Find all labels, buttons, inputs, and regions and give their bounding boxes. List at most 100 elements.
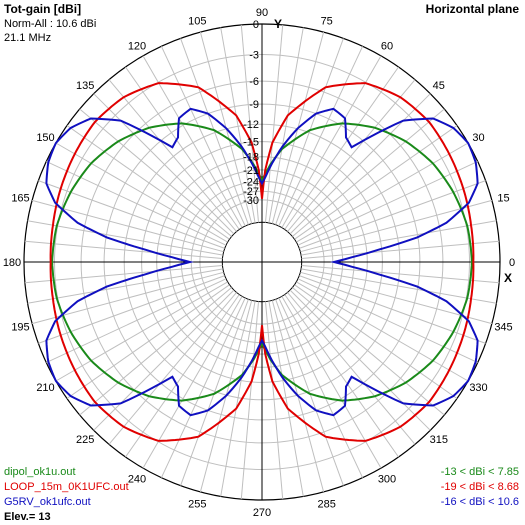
- radial-tick-label: -30: [243, 195, 259, 207]
- trace-g5rv: [45, 107, 479, 417]
- grid-spoke: [296, 281, 469, 382]
- chart-title: Tot-gain [dBi]: [4, 2, 82, 16]
- grid-spoke: [284, 294, 399, 458]
- angle-label-195: 195: [11, 322, 29, 334]
- grid-spoke: [268, 301, 304, 497]
- angle-label-330: 330: [469, 382, 487, 394]
- grid-spoke: [93, 289, 235, 431]
- grid-spoke: [265, 301, 284, 500]
- radial-tick-label: -18: [243, 152, 259, 164]
- legend-name-dipol: dipol_ok1u.out: [4, 466, 76, 478]
- legend-name-g5rv: G5RV_ok1ufc.out: [4, 496, 91, 508]
- grid-spoke: [108, 79, 237, 232]
- grid-spoke: [108, 292, 237, 445]
- grid-spoke: [142, 55, 243, 228]
- trace-dipol: [51, 122, 473, 402]
- radial-tick-label: -3: [249, 50, 259, 62]
- angle-label-240: 240: [128, 474, 146, 486]
- radial-tick-label: 0: [253, 19, 259, 31]
- angle-label-345: 345: [494, 322, 512, 334]
- angle-label-315: 315: [430, 434, 448, 446]
- plane-label: Horizontal plane: [425, 2, 519, 16]
- legend-range-dipol: -13 < dBi < 7.85: [440, 466, 519, 478]
- angle-label-255: 255: [188, 499, 206, 511]
- grid-spoke: [55, 281, 228, 382]
- angle-label-45: 45: [433, 80, 445, 92]
- norm-label: Norm-All : 10.6 dBi: [4, 18, 97, 30]
- angle-label-135: 135: [76, 80, 94, 92]
- grid-spoke: [220, 27, 256, 223]
- angle-label-90: 90: [256, 7, 268, 19]
- radial-tick-label: -27: [243, 186, 259, 198]
- angle-label-180: 180: [3, 257, 21, 269]
- grid-spoke: [265, 24, 284, 223]
- grid-spoke: [297, 278, 478, 364]
- grid-spoke: [160, 297, 246, 478]
- polar-grid: [23, 23, 501, 501]
- angle-label-165: 165: [11, 192, 29, 204]
- grid-spoke: [289, 93, 431, 235]
- grid-spoke: [299, 180, 486, 249]
- grid-spoke: [297, 160, 478, 246]
- grid-spoke: [301, 268, 497, 304]
- grid-spoke: [240, 301, 259, 500]
- grid-spoke: [24, 265, 223, 284]
- angle-label-270: 270: [253, 507, 271, 519]
- grid-spoke: [24, 240, 223, 259]
- angle-label-105: 105: [188, 16, 206, 28]
- radial-tick-label: -15: [243, 137, 259, 149]
- grid-spoke: [301, 265, 500, 284]
- y-axis-letter: Y: [274, 17, 282, 31]
- grid-spoke: [93, 93, 235, 235]
- grid-spoke: [281, 55, 382, 228]
- radial-tick-label: -6: [249, 76, 259, 88]
- radial-tick-label: -24: [243, 176, 259, 188]
- angle-label-225: 225: [76, 434, 94, 446]
- grid-spoke: [300, 199, 493, 253]
- grid-spoke: [79, 108, 232, 237]
- grid-spoke: [299, 275, 486, 344]
- grid-spoke: [27, 220, 223, 256]
- angle-label-30: 30: [472, 132, 484, 144]
- grid-spoke: [55, 142, 228, 243]
- grid-spoke: [278, 46, 364, 227]
- angle-label-15: 15: [497, 192, 509, 204]
- elevation-label: Elev.= 13: [4, 511, 51, 523]
- frequency-label: 21.1 MHz: [4, 32, 52, 44]
- grid-spoke: [300, 271, 493, 325]
- grid-spoke: [220, 301, 256, 497]
- grid-spoke: [142, 296, 243, 469]
- grid-spoke: [287, 79, 416, 232]
- grid-spoke: [289, 289, 431, 431]
- legend-name-loop: LOOP_15m_0K1UFC.out: [4, 481, 129, 493]
- grid-spoke: [125, 294, 240, 458]
- legend-range-loop: -19 < dBi < 8.68: [440, 481, 519, 493]
- radial-tick-label: -21: [243, 165, 259, 177]
- grid-spoke: [66, 125, 230, 240]
- grid-spoke: [38, 275, 225, 344]
- angle-label-300: 300: [378, 474, 396, 486]
- grid-spoke: [240, 24, 259, 223]
- angle-label-0: 0: [509, 257, 515, 269]
- angle-label-285: 285: [318, 499, 336, 511]
- legend-range-g5rv: -16 < dBi < 10.6: [440, 496, 519, 508]
- grid-spoke: [292, 108, 445, 237]
- grid-spoke: [294, 125, 458, 240]
- radial-tick-label: -9: [249, 99, 259, 111]
- radial-tick-label: -12: [243, 119, 259, 131]
- grid-spoke: [46, 278, 227, 364]
- grid-spoke: [79, 287, 232, 416]
- grid-spoke: [125, 66, 240, 230]
- angle-label-150: 150: [36, 132, 54, 144]
- x-axis-letter: X: [504, 271, 512, 285]
- trace-loop: [49, 82, 475, 442]
- polar-labels: 0 -3 -6 -9 -12 -15 -18-21-24-27-30 0 15 30 45 60 75 9…: [3, 7, 515, 519]
- grid-spoke: [31, 199, 224, 253]
- angle-label-60: 60: [381, 41, 393, 53]
- grid-spoke: [281, 296, 382, 469]
- grid-spoke: [294, 284, 458, 399]
- angle-label-210: 210: [36, 382, 54, 394]
- angle-label-75: 75: [321, 16, 333, 28]
- grid-spoke: [46, 160, 227, 246]
